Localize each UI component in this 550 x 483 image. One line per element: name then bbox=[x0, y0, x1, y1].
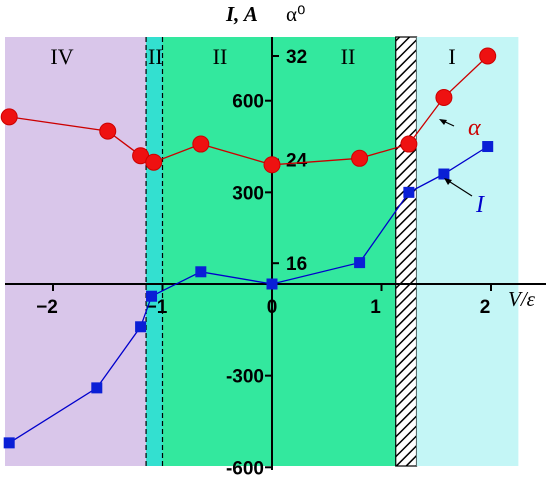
current-label-pointer bbox=[446, 179, 473, 197]
region-label-1: IV bbox=[50, 44, 73, 69]
alpha-point bbox=[263, 156, 281, 174]
region-label-4: II bbox=[341, 44, 356, 69]
alpha-point bbox=[435, 88, 453, 106]
left-axis-title: I, A bbox=[225, 2, 258, 26]
current-series-label: I bbox=[475, 192, 485, 218]
series-labels: α I bbox=[439, 115, 485, 218]
left-tick-label: -300 bbox=[226, 367, 264, 388]
right-tick-label: 32 bbox=[286, 47, 307, 68]
left-axis-ticks: 600 300 -300 -600 bbox=[226, 92, 272, 479]
region-3 bbox=[162, 37, 272, 466]
left-tick-label: -600 bbox=[226, 458, 264, 479]
current-point bbox=[146, 290, 158, 302]
x-axis-title: V/ε bbox=[508, 287, 536, 311]
left-tick-label: 600 bbox=[232, 92, 264, 113]
left-tick-label: 300 bbox=[232, 183, 264, 204]
region-4 bbox=[272, 37, 396, 466]
current-point bbox=[3, 437, 15, 449]
current-point bbox=[354, 257, 366, 269]
alpha-point bbox=[479, 47, 497, 65]
alpha-point bbox=[400, 135, 418, 153]
alpha-point bbox=[0, 108, 18, 126]
alpha-point bbox=[192, 135, 210, 153]
x-axis-ticks: −2 −1 0 1 2 bbox=[36, 284, 492, 318]
current-point bbox=[482, 141, 494, 153]
region-1 bbox=[5, 37, 147, 466]
current-point bbox=[91, 382, 103, 394]
current-point bbox=[438, 168, 450, 180]
alpha-point bbox=[145, 153, 163, 171]
current-point bbox=[195, 266, 207, 278]
region-2 bbox=[146, 37, 163, 466]
current-point bbox=[403, 186, 415, 198]
series-current bbox=[3, 141, 494, 449]
region-6 bbox=[416, 37, 519, 466]
right-tick-label: 16 bbox=[286, 254, 307, 275]
series-line bbox=[9, 55, 489, 166]
region-label-6: I bbox=[448, 44, 455, 69]
series-alpha bbox=[0, 47, 497, 174]
alpha-series-label: α bbox=[468, 115, 481, 141]
x-tick-label: 1 bbox=[370, 297, 381, 318]
x-tick-label: 0 bbox=[267, 297, 278, 318]
region-label-3: II bbox=[213, 44, 228, 69]
right-tick-label: 24 bbox=[286, 151, 308, 172]
right-axis-ticks: 32 24 16 bbox=[272, 47, 308, 275]
x-tick-label: −1 bbox=[146, 297, 168, 318]
current-label-arrowhead bbox=[444, 178, 452, 185]
phase-regions: IV III II II I bbox=[5, 36, 519, 467]
alpha-point bbox=[99, 122, 117, 140]
x-tick-label: −2 bbox=[36, 297, 58, 318]
current-point bbox=[135, 321, 147, 333]
left-axis-symbol: I, A bbox=[225, 2, 258, 26]
current-point bbox=[266, 278, 278, 290]
x-tick-label: 2 bbox=[480, 297, 491, 318]
alpha-label-arrowhead bbox=[439, 119, 447, 125]
right-axis-title: α⁰ bbox=[286, 2, 305, 26]
series-line bbox=[8, 145, 489, 444]
region-5 bbox=[395, 36, 418, 467]
alpha-point bbox=[351, 149, 369, 167]
